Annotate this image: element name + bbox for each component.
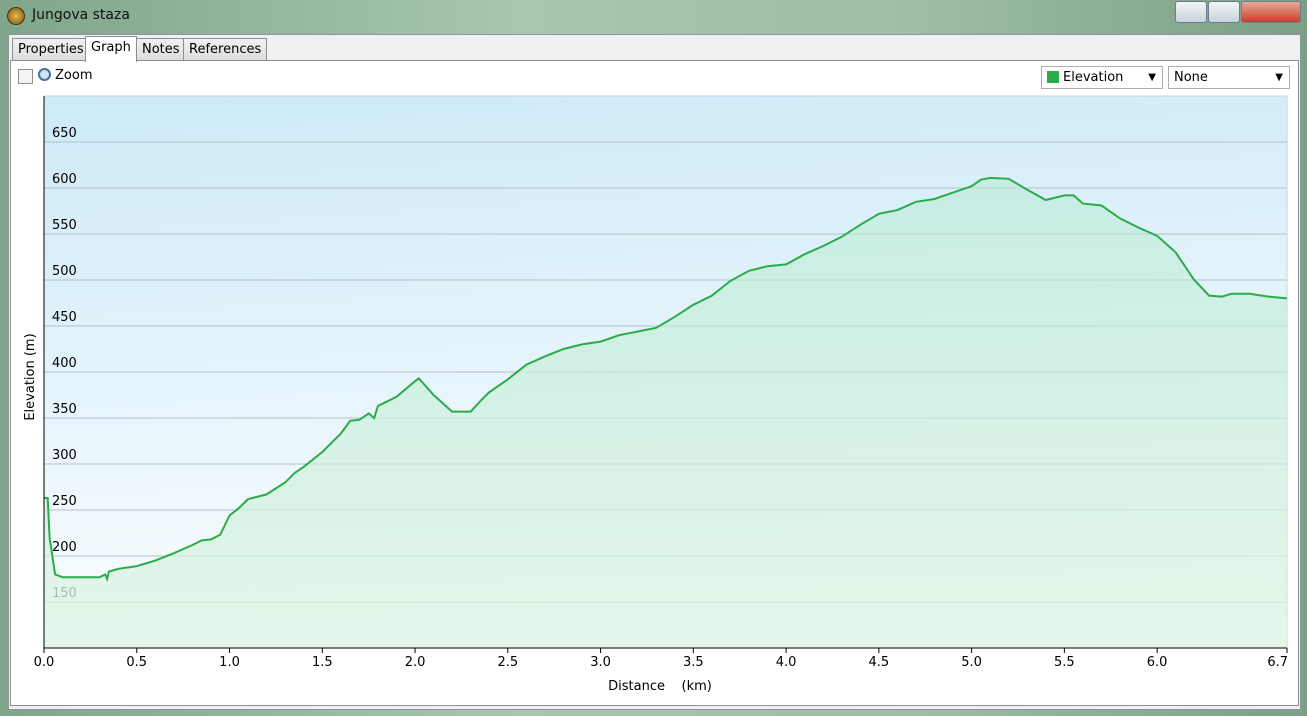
- y-tick-label: 500: [52, 264, 77, 279]
- x-tick-label: 4.0: [776, 655, 797, 670]
- x-tick-label: 3.5: [683, 655, 704, 670]
- dropdown-arrow: ▼: [1275, 72, 1283, 83]
- y-axis-title: Elevation (m): [23, 333, 38, 420]
- tab[interactable]: References: [183, 38, 268, 60]
- y-tick-label: 650: [52, 126, 77, 141]
- area: [44, 177, 1287, 648]
- minimize-button[interactable]: [1175, 1, 1207, 23]
- y-tick-label: 200: [52, 540, 77, 555]
- y-tick-label: 350: [52, 402, 77, 417]
- x-tick-label: 0.5: [126, 655, 147, 670]
- legend-label: Elevation: [1063, 70, 1124, 85]
- dropdown-arrow: ▼: [1148, 72, 1156, 83]
- zoom-label: Zoom: [55, 68, 93, 83]
- x-tick-label: 1.5: [312, 655, 333, 670]
- window-title: Jungova staza: [32, 7, 130, 23]
- x-tick-label: 5.0: [961, 655, 982, 670]
- tab[interactable]: Graph: [85, 36, 137, 62]
- zoom-checkbox[interactable]: [18, 69, 33, 84]
- x-tick-label: 3.0: [590, 655, 611, 670]
- x-tick-label: 6.0: [1147, 655, 1168, 670]
- close-button[interactable]: [1241, 1, 1301, 23]
- legend-swatch: [1047, 71, 1059, 83]
- x-tick-label: 4.5: [869, 655, 890, 670]
- x-tick-label: 6.7: [1267, 655, 1288, 670]
- x-tick-label: 2.5: [497, 655, 518, 670]
- y-tick-label: 250: [52, 494, 77, 509]
- zoom-icon: [38, 68, 51, 81]
- y-tick-label: 300: [52, 448, 77, 463]
- maximize-button[interactable]: [1208, 1, 1240, 23]
- series-select[interactable]: Elevation ▼: [1041, 66, 1163, 89]
- select-label: None: [1174, 70, 1208, 85]
- y-tick-label: 450: [52, 310, 77, 325]
- y-tick-label: 550: [52, 218, 77, 233]
- y-tick-label: 400: [52, 356, 77, 371]
- x-tick-label: 1.0: [219, 655, 240, 670]
- x-tick-label: 2.0: [405, 655, 426, 670]
- line: [44, 176, 1288, 583]
- y-tick-label: 600: [52, 172, 77, 187]
- x-tick-label: 5.5: [1054, 655, 1075, 670]
- x-axis-title: Distance (km): [608, 679, 712, 694]
- x-tick-label: 0.0: [34, 655, 55, 670]
- second-select[interactable]: None ▼: [1168, 66, 1290, 89]
- app-icon: [7, 7, 25, 25]
